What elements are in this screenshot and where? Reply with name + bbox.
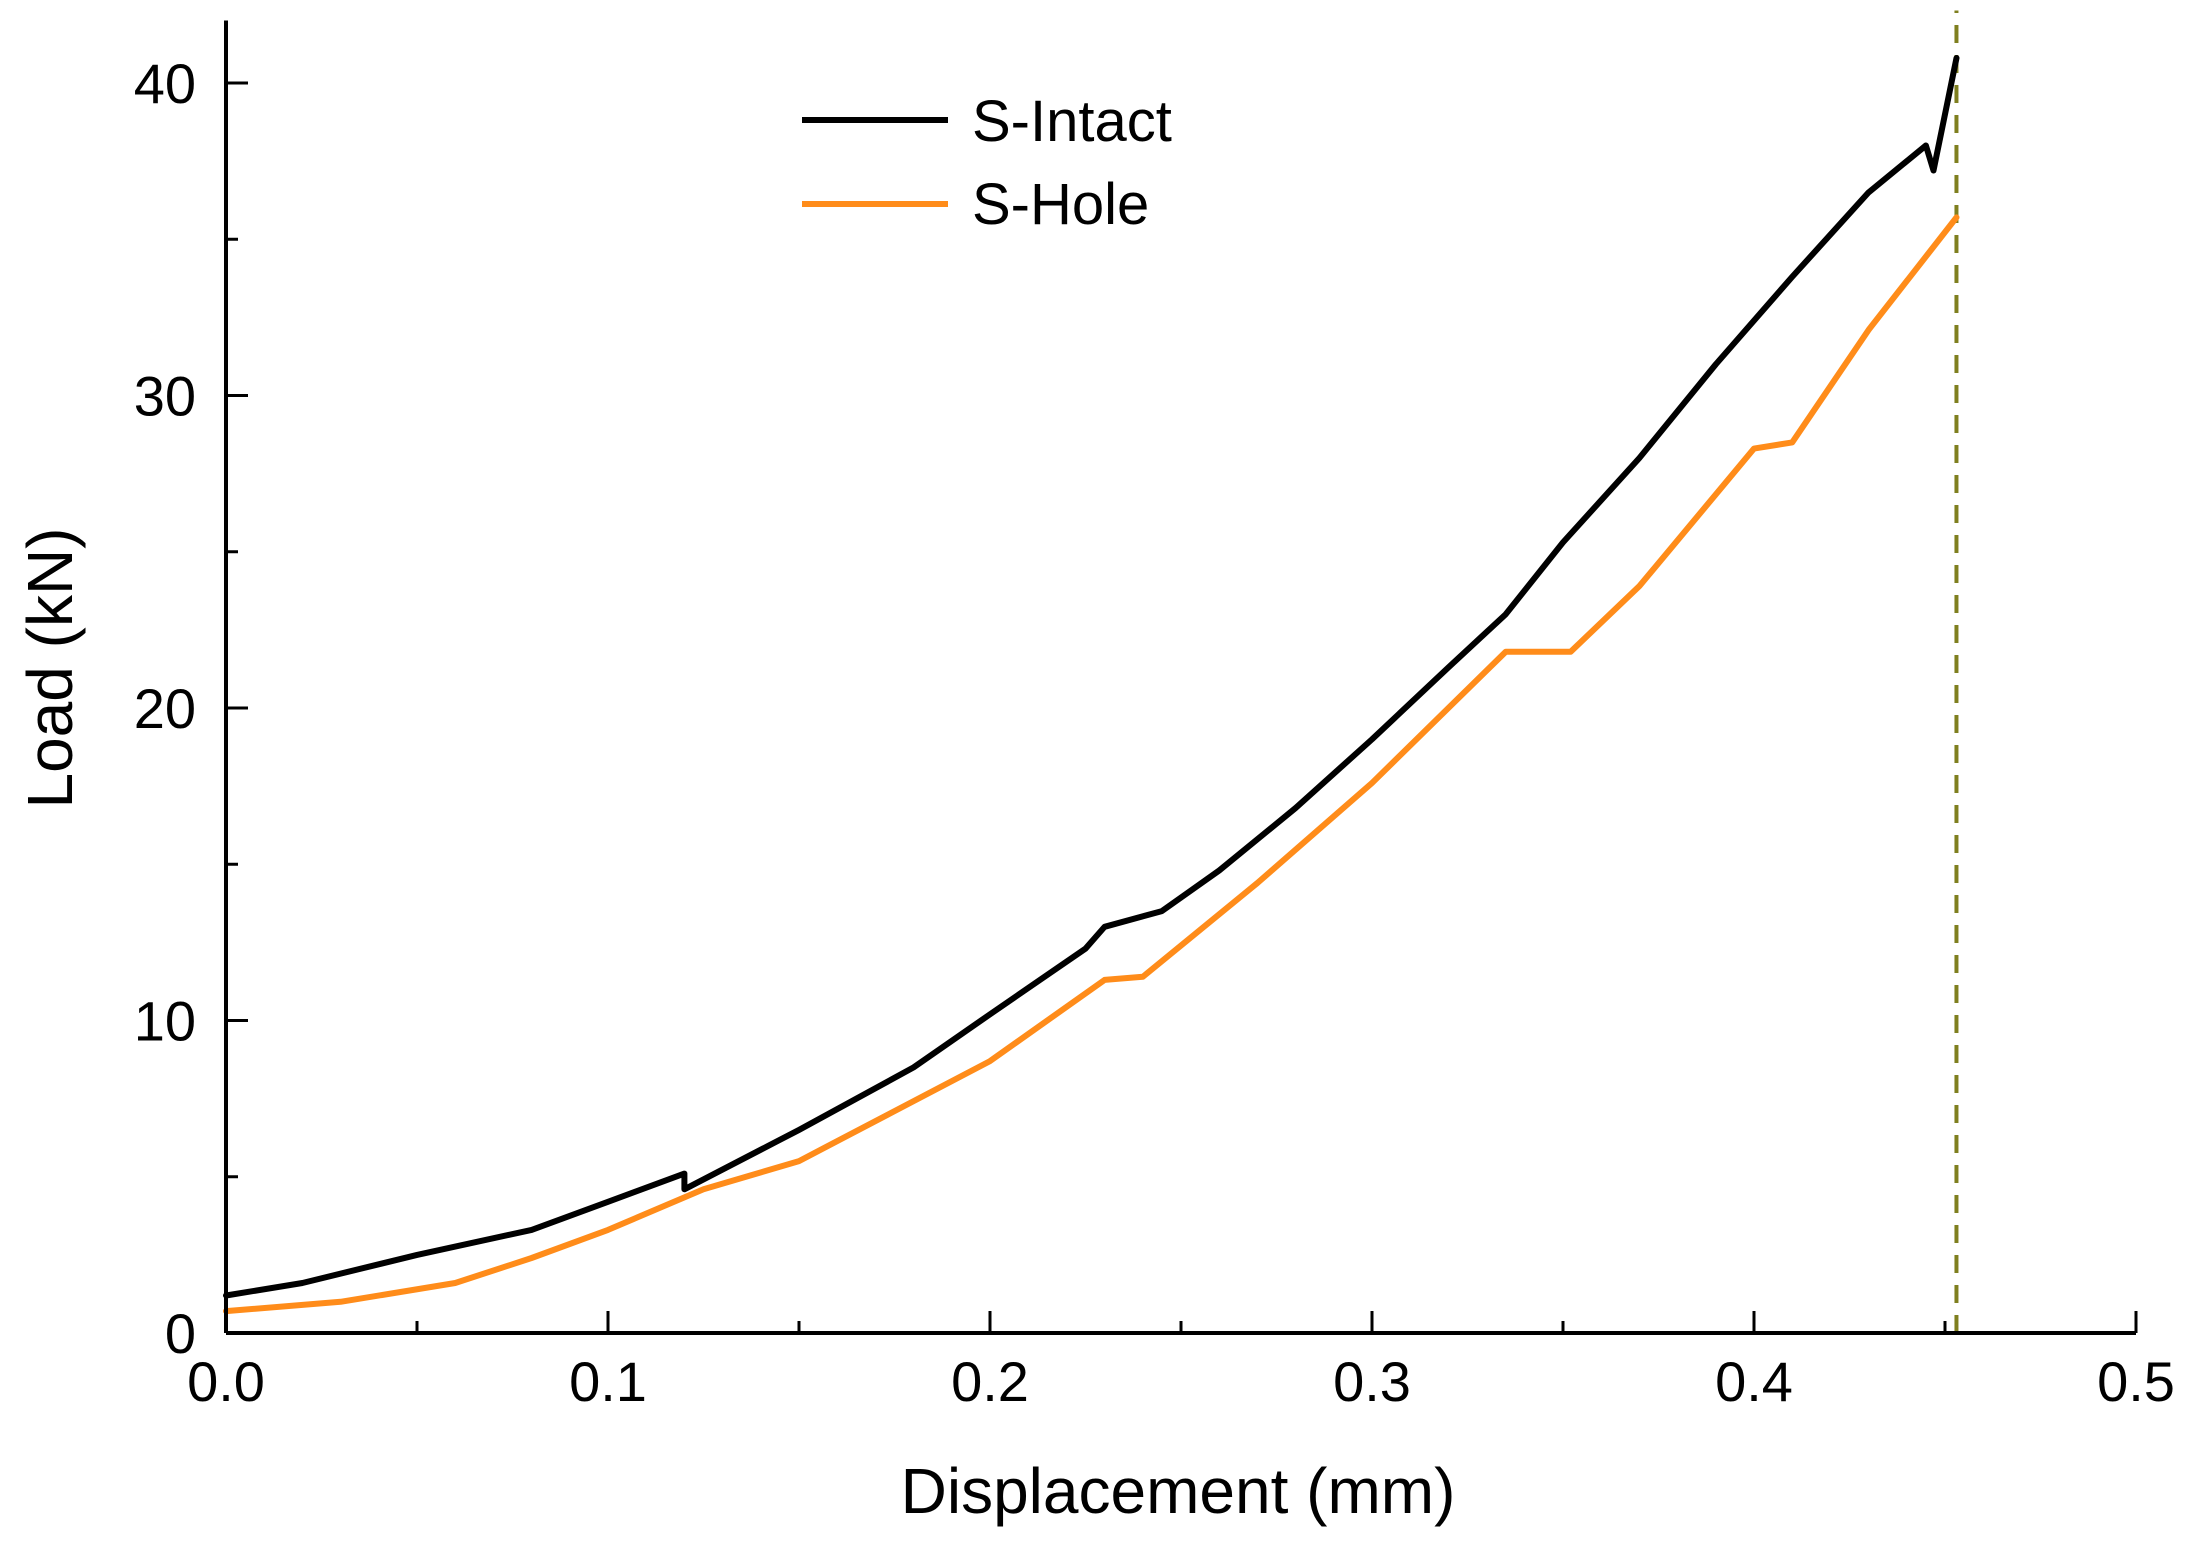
tick-labels-layer: 0.0 0.1 0.2 0.3 0.4 0.5 0 10 20 30 40	[134, 52, 2175, 1413]
y-axis-title: Load (kN)	[14, 528, 86, 809]
x-tick-label: 0.1	[569, 1350, 647, 1413]
y-tick-label: 40	[134, 52, 196, 115]
legend-label-s-hole: S-Hole	[972, 172, 1149, 237]
x-axis-title: Displacement (mm)	[901, 1455, 1456, 1527]
x-tick-label: 0.0	[187, 1350, 265, 1413]
legend: S-Intact S-Hole	[802, 89, 1172, 237]
x-tick-label: 0.4	[1715, 1350, 1793, 1413]
series-layer	[223, 55, 1960, 1315]
axes-layer	[224, 20, 2136, 1335]
axis-ticks	[224, 81, 2138, 1335]
y-tick-label: 0	[165, 1302, 196, 1365]
y-tick-label: 10	[134, 990, 196, 1053]
series-line-s-hole	[223, 214, 1960, 1315]
series-line-s-intact	[223, 55, 1960, 1299]
y-tick-label: 20	[134, 677, 196, 740]
y-tick-label: 30	[134, 365, 196, 428]
x-tick-label: 0.2	[951, 1350, 1029, 1413]
x-tick-label: 0.5	[2097, 1350, 2175, 1413]
x-tick-label: 0.3	[1333, 1350, 1411, 1413]
legend-label-s-intact: S-Intact	[972, 89, 1172, 154]
